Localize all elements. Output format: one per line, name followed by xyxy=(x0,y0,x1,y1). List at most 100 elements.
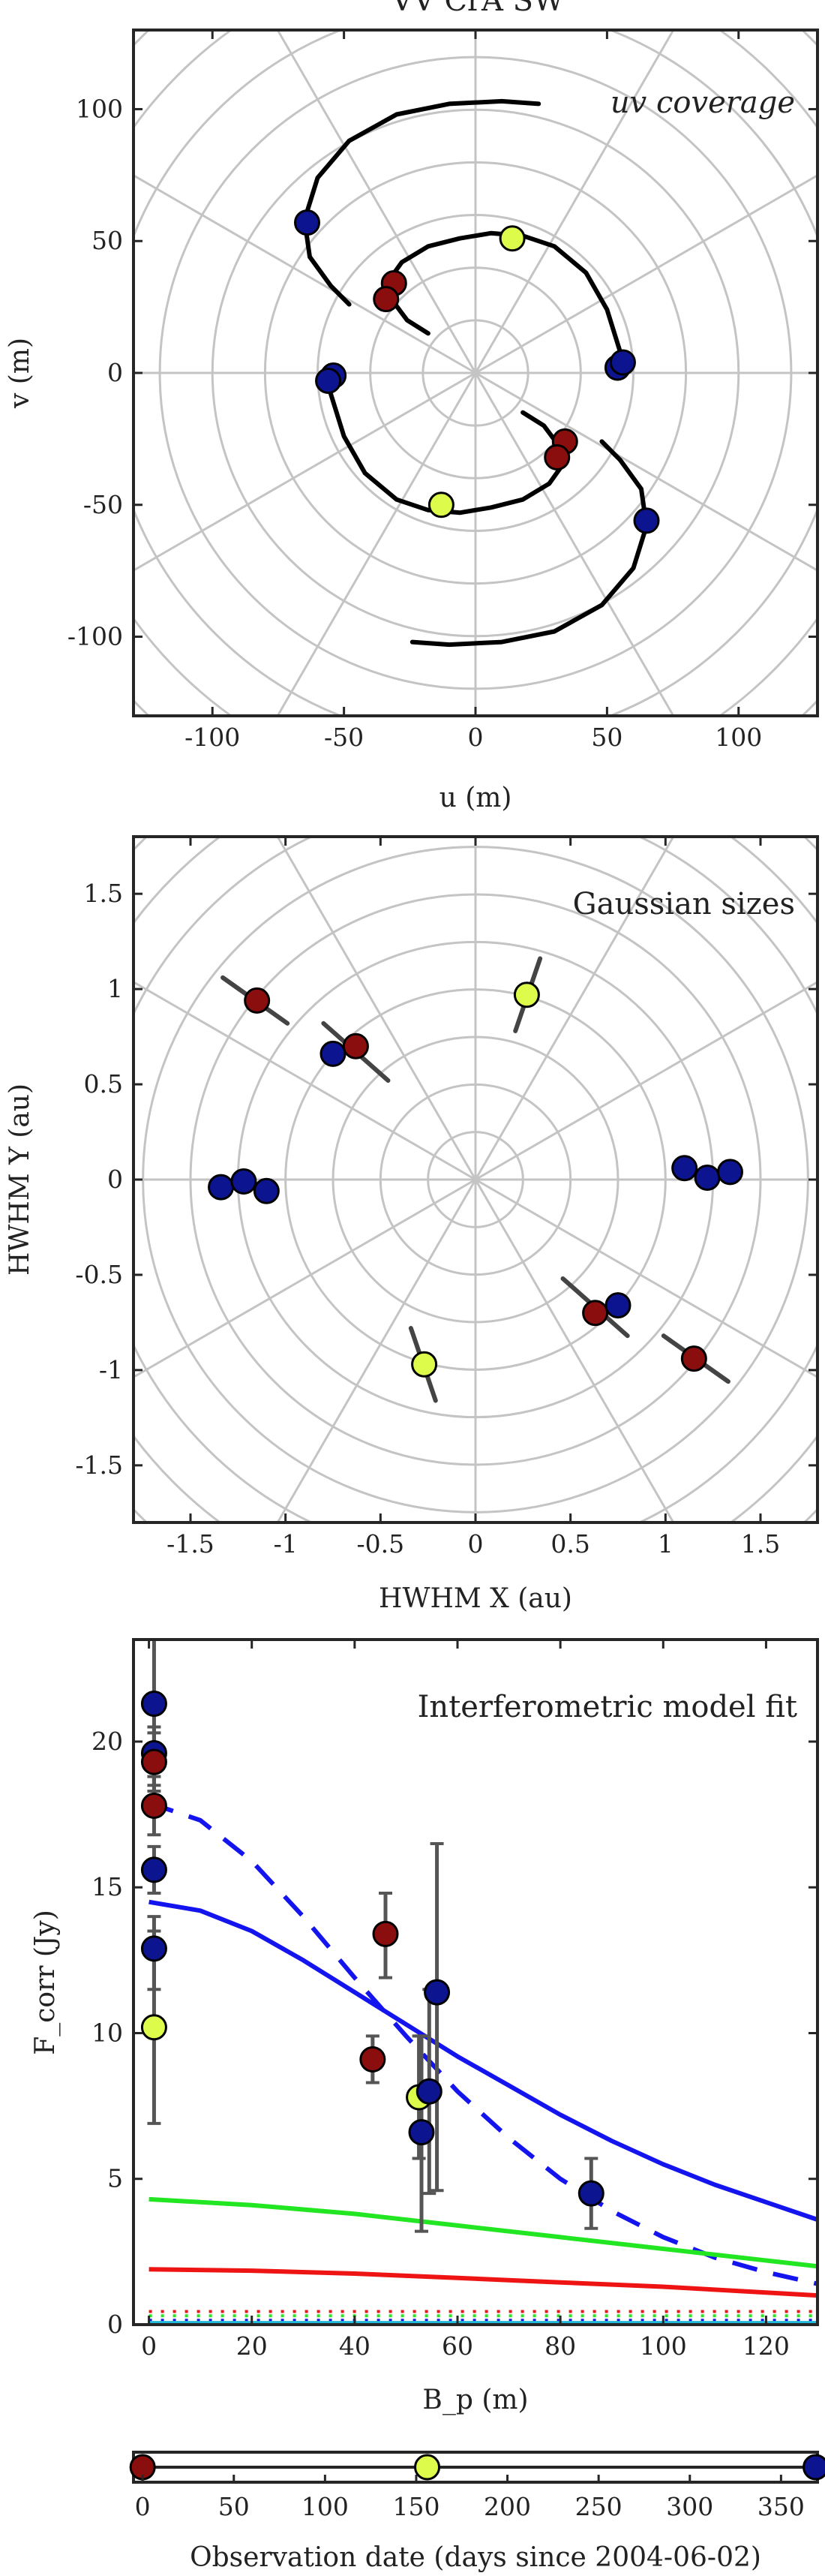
fit-xtick-label: 60 xyxy=(442,2331,473,2361)
date-xtick-label: 350 xyxy=(758,2492,805,2521)
uv-point xyxy=(609,349,636,376)
fit-point xyxy=(359,2045,386,2073)
model-curve xyxy=(148,1899,818,2222)
uv-ytick-label: 50 xyxy=(92,226,123,255)
gaussian-xtick-label: -1.5 xyxy=(166,1529,214,1559)
uv-grid-spoke xyxy=(475,371,818,573)
uv-grid-spoke xyxy=(475,173,818,374)
fit-xtick-label: 100 xyxy=(640,2331,687,2361)
uv-xtick-label: -50 xyxy=(324,723,364,752)
gaussian-ytick-label: -1.5 xyxy=(75,1450,123,1480)
uv-point xyxy=(633,507,660,534)
gaussian-xtick-label: 1.5 xyxy=(741,1529,780,1559)
uv-grid-spoke xyxy=(134,371,476,573)
gaussian-point xyxy=(582,1300,609,1327)
gaussian-point xyxy=(604,1292,632,1319)
uv-point xyxy=(373,286,400,313)
fit-ytick-label: 5 xyxy=(107,2164,123,2193)
gaussian-point xyxy=(342,1033,369,1060)
uv-polar-grid xyxy=(134,30,818,716)
uv-xtick-label: 50 xyxy=(591,723,622,752)
uv-track xyxy=(328,371,565,516)
gaussian-grid-spoke xyxy=(276,837,477,1180)
fit-ytick-label: 15 xyxy=(92,1872,123,1901)
uv-ytick-label: 0 xyxy=(107,358,123,387)
gaussian-point xyxy=(716,1159,743,1186)
fit-ytick-label: 20 xyxy=(92,1727,123,1756)
date-point xyxy=(414,2454,441,2481)
model-curve xyxy=(148,2196,818,2269)
date-xtick-label: 200 xyxy=(484,2492,531,2521)
uv-grid-circle xyxy=(134,30,818,716)
gaussian-point xyxy=(208,1174,235,1201)
uv-coverage-panel: -100 -50 0 50 100 -100 -50 0 50 100 uv coverage u… xyxy=(4,29,819,813)
uv-ylabel: v (m) xyxy=(4,338,35,409)
gaussian-ytick-label: 1.5 xyxy=(84,879,123,908)
fit-point xyxy=(140,1792,167,1819)
gaussian-point xyxy=(671,1155,698,1182)
fit-ylabel: F_corr (Jy) xyxy=(30,1910,61,2055)
error-bars xyxy=(147,1640,598,2233)
fit-point xyxy=(140,2014,167,2041)
fit-point xyxy=(140,1935,167,1962)
fit-point xyxy=(408,2119,435,2146)
fit-xtick-label: 120 xyxy=(742,2331,790,2361)
gaussian-xtick-label: -1 xyxy=(274,1529,298,1559)
gaussian-point xyxy=(244,987,271,1014)
fit-xtick-label: 20 xyxy=(236,2331,268,2361)
uv-point xyxy=(544,443,571,470)
gaussian-point xyxy=(513,981,540,1008)
observation-date-panel: 0 50 100 150 200 250 300 350 Observation date (… xyxy=(129,2451,825,2573)
gaussian-xtick-label: 0 xyxy=(468,1529,484,1559)
model-curve xyxy=(148,1800,818,2286)
uv-ytick-label: -50 xyxy=(83,490,123,519)
uv-track xyxy=(302,98,542,307)
gaussian-point xyxy=(411,1351,438,1378)
fit-xlabel: B_p (m) xyxy=(422,2385,528,2415)
gaussian-ticks: -1.5 -1 -0.5 0 0.5 1 1.5 -1.5 -1 -0.5 0 0.5 1 1.5 xyxy=(75,837,818,1559)
uv-grid-spoke xyxy=(134,173,476,374)
uv-grid-spoke xyxy=(474,30,675,374)
gaussian-xtick-label: 1 xyxy=(658,1529,674,1559)
gaussian-grid-spoke xyxy=(475,1178,818,1379)
uv-xtick-label: -100 xyxy=(184,723,240,752)
gaussian-xtick-label: -0.5 xyxy=(357,1529,405,1559)
date-xtick-label: 300 xyxy=(666,2492,713,2521)
uv-point xyxy=(428,491,454,519)
date-xtick-label: 150 xyxy=(392,2492,440,2521)
fit-point xyxy=(140,1690,167,1717)
gaussian-ytick-label: -1 xyxy=(99,1355,123,1384)
gaussian-annotation: Gaussian sizes xyxy=(573,887,795,921)
date-point xyxy=(802,2454,825,2481)
uv-xtick-label: 100 xyxy=(715,723,762,752)
uv-xlabel: u (m) xyxy=(440,783,512,813)
fit-ticks: 0 20 40 60 80 100 120 0 5 10 15 20 xyxy=(92,1640,818,2361)
uv-point xyxy=(294,209,321,236)
gaussian-point xyxy=(230,1168,257,1195)
uv-point xyxy=(499,225,526,252)
date-xlabel: Observation date (days since 2004-06-02) xyxy=(190,2542,761,2573)
fit-xtick-label: 80 xyxy=(544,2331,576,2361)
fit-points xyxy=(140,1690,604,2207)
date-points xyxy=(129,2454,825,2481)
date-xtick-label: 0 xyxy=(135,2492,151,2521)
gaussian-grid-spoke xyxy=(276,1179,477,1522)
fit-axes-frame xyxy=(132,1638,819,2326)
fit-ytick-label: 10 xyxy=(92,2018,123,2047)
fit-xtick-label: 0 xyxy=(141,2331,157,2361)
date-ticks: 0 50 100 150 200 250 300 350 xyxy=(135,2475,805,2521)
gaussian-point xyxy=(320,1040,346,1067)
gaussian-ytick-label: 1 xyxy=(107,974,123,1003)
gaussian-grid-spoke xyxy=(474,837,675,1180)
gaussian-ytick-label: 0 xyxy=(107,1165,123,1194)
uv-point xyxy=(315,368,342,395)
uv-ytick-label: -100 xyxy=(68,622,123,651)
gaussian-grid-spoke xyxy=(474,1179,675,1522)
fit-point xyxy=(140,1856,167,1883)
gaussian-point xyxy=(680,1345,707,1372)
gaussian-xtick-label: 0.5 xyxy=(550,1529,590,1559)
model-curves xyxy=(148,1800,818,2325)
